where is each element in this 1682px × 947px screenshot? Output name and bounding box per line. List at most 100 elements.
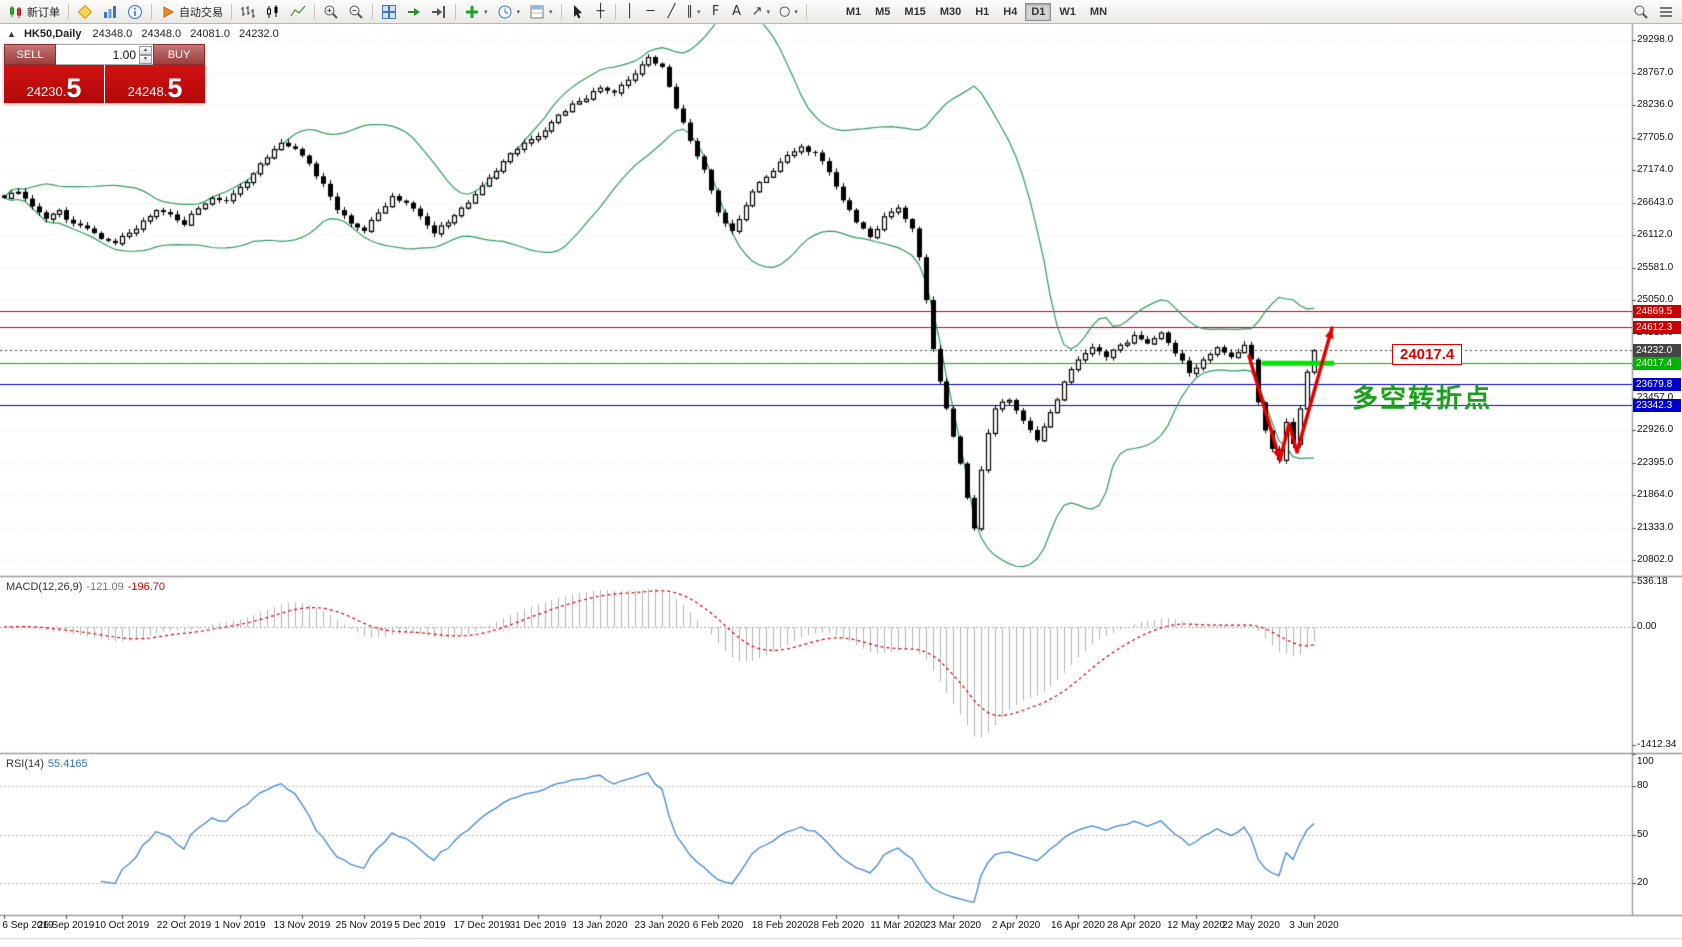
auto-trading-icon bbox=[163, 5, 175, 18]
metaeditor-icon bbox=[77, 4, 93, 19]
timeframe-button-m5[interactable]: M5 bbox=[869, 3, 896, 21]
market-watch-button[interactable] bbox=[98, 2, 122, 22]
vertical-line-button[interactable]: │ bbox=[620, 2, 640, 22]
sell-button[interactable]: SELL bbox=[4, 44, 56, 65]
price-axis-tick: 25050.0 bbox=[1637, 294, 1674, 305]
search-button[interactable] bbox=[1629, 2, 1653, 22]
fibonacci-button[interactable]: F bbox=[706, 2, 726, 22]
channel-icon: ∥ bbox=[686, 4, 694, 19]
volume-field[interactable]: 1.00 ▲ ▼ bbox=[56, 44, 153, 65]
timeframe-button-m1[interactable]: M1 bbox=[840, 3, 867, 21]
buy-button[interactable]: BUY bbox=[153, 44, 205, 65]
data-window-button[interactable] bbox=[123, 2, 147, 22]
auto-scroll-button[interactable] bbox=[402, 2, 426, 22]
time-axis-label: 3 Jun 2020 bbox=[1289, 920, 1339, 931]
price-tag-24017.4: 24017.4 bbox=[1633, 357, 1681, 370]
zoom-out-button[interactable] bbox=[344, 2, 368, 22]
vertical-line-icon: │ bbox=[625, 4, 634, 19]
timeframe-button-m15[interactable]: M15 bbox=[898, 3, 931, 21]
chart-shift-button[interactable] bbox=[427, 2, 451, 22]
price-axis-tick: 25581.0 bbox=[1637, 262, 1674, 273]
sell-price-big-digit: 5 bbox=[66, 73, 82, 103]
one-click-collapse-icon[interactable]: ▲ bbox=[7, 29, 16, 39]
dropdown-icon: ▾ bbox=[516, 8, 521, 16]
time-axis-label: 13 Jan 2020 bbox=[572, 920, 628, 931]
volume-up-button[interactable]: ▲ bbox=[139, 45, 152, 55]
time-axis-label: 23 Jan 2020 bbox=[634, 920, 690, 931]
trendline-button[interactable]: ╱ bbox=[662, 2, 682, 22]
time-axis-label: 25 Nov 2019 bbox=[335, 920, 393, 931]
zoom-out-icon bbox=[349, 5, 363, 19]
templates-button[interactable]: ▾ bbox=[525, 2, 557, 22]
shapes-tool-button[interactable]: ○ ▾ bbox=[775, 2, 802, 22]
price-tag-24232.0: 24232.0 bbox=[1633, 344, 1681, 357]
metaeditor-button[interactable] bbox=[73, 2, 97, 22]
time-axis-label: 11 Mar 2020 bbox=[870, 920, 926, 931]
timeframe-button-h1[interactable]: H1 bbox=[969, 3, 995, 21]
volume-down-button[interactable]: ▼ bbox=[139, 54, 152, 64]
close-value: 24232.0 bbox=[239, 28, 279, 40]
timeframe-button-h4[interactable]: H4 bbox=[997, 3, 1023, 21]
turning-point-annotation[interactable]: 多空转折点 bbox=[1352, 383, 1493, 413]
macd-axis-label: 536.18 bbox=[1637, 576, 1668, 587]
sell-price-box[interactable]: 24230. 5 bbox=[4, 65, 104, 103]
macd-main-value: -121.09 bbox=[86, 581, 124, 593]
price-callout-label[interactable]: 24017.4 bbox=[1392, 344, 1463, 365]
macd-name: MACD(12,26,9) bbox=[6, 581, 83, 593]
price-axis-tick: 21864.0 bbox=[1637, 489, 1674, 500]
indicators-button[interactable]: ▾ bbox=[460, 2, 492, 22]
dropdown-icon: ▾ bbox=[549, 8, 553, 16]
timeframe-button-d1[interactable]: D1 bbox=[1025, 3, 1052, 21]
time-axis-label: 16 Apr 2020 bbox=[1051, 920, 1105, 931]
horizontal-line-button[interactable]: ─ bbox=[641, 2, 661, 22]
rsi-name: RSI(14) bbox=[6, 758, 44, 770]
time-axis-label: 28 Apr 2020 bbox=[1107, 920, 1161, 931]
auto-trading-label: 自动交易 bbox=[179, 6, 223, 19]
time-axis-label: 12 May 2020 bbox=[1167, 920, 1225, 931]
toolbar-options-button[interactable] bbox=[1654, 2, 1678, 22]
symbol-period-label: HK50,Daily bbox=[23, 28, 82, 40]
low-value: 24081.0 bbox=[190, 28, 230, 40]
clock-icon bbox=[498, 5, 512, 18]
time-axis-label: 17 Dec 2019 bbox=[453, 920, 511, 931]
periods-button[interactable]: ▾ bbox=[493, 2, 525, 22]
line-chart-button[interactable] bbox=[286, 2, 310, 22]
price-axis-tick: 28767.0 bbox=[1637, 67, 1674, 78]
tile-windows-button[interactable] bbox=[377, 2, 401, 22]
chart-window-header: ▲ HK50,Daily 24348.0 24348.0 24081.0 242… bbox=[7, 28, 285, 40]
chart-shift-icon bbox=[432, 5, 445, 18]
rsi-axis-label: 20 bbox=[1637, 877, 1649, 888]
channel-button[interactable]: ∥ ▾ bbox=[683, 2, 705, 22]
timeframe-button-mn[interactable]: MN bbox=[1084, 3, 1113, 21]
candlestick-chart-button[interactable] bbox=[261, 2, 285, 22]
volume-value: 1.00 bbox=[112, 47, 136, 62]
toolbar-separator bbox=[231, 4, 232, 19]
fibonacci-icon: F bbox=[711, 4, 720, 19]
price-axis-tick: 27174.0 bbox=[1637, 164, 1674, 175]
timeframe-button-w1[interactable]: W1 bbox=[1053, 3, 1082, 21]
timeframe-group: M1 M5 M15 M30 H1 H4 D1 W1 MN bbox=[839, 2, 1114, 21]
crosshair-tool-button[interactable]: ┼ bbox=[591, 2, 611, 22]
time-axis-label: 31 Dec 2019 bbox=[509, 920, 567, 931]
open-value: 24348.0 bbox=[92, 28, 133, 40]
toolbar-separator bbox=[372, 4, 373, 19]
template-icon bbox=[530, 5, 544, 18]
auto-trading-button[interactable]: 自动交易 bbox=[156, 2, 227, 22]
arrows-tool-button[interactable]: ↗ ▾ bbox=[748, 2, 774, 22]
toolbar-separator bbox=[314, 4, 315, 19]
zoom-in-button[interactable] bbox=[319, 2, 343, 22]
horizontal-line-icon: ─ bbox=[646, 4, 655, 19]
rsi-axis-label: 100 bbox=[1637, 756, 1654, 767]
cursor-tool-button[interactable] bbox=[566, 2, 590, 22]
text-tool-button[interactable]: A bbox=[727, 2, 747, 22]
buy-price-box[interactable]: 24248. 5 bbox=[105, 65, 205, 103]
sell-price-main: 24230. bbox=[26, 84, 67, 99]
timeframe-button-m30[interactable]: M30 bbox=[934, 3, 967, 21]
bar-chart-button[interactable] bbox=[236, 2, 260, 22]
new-order-button[interactable]: 新订单 bbox=[4, 2, 64, 22]
price-axis-tick: 21333.0 bbox=[1637, 522, 1674, 533]
toolbar-separator bbox=[805, 4, 807, 19]
time-axis-label: 10 Oct 2019 bbox=[94, 920, 150, 931]
